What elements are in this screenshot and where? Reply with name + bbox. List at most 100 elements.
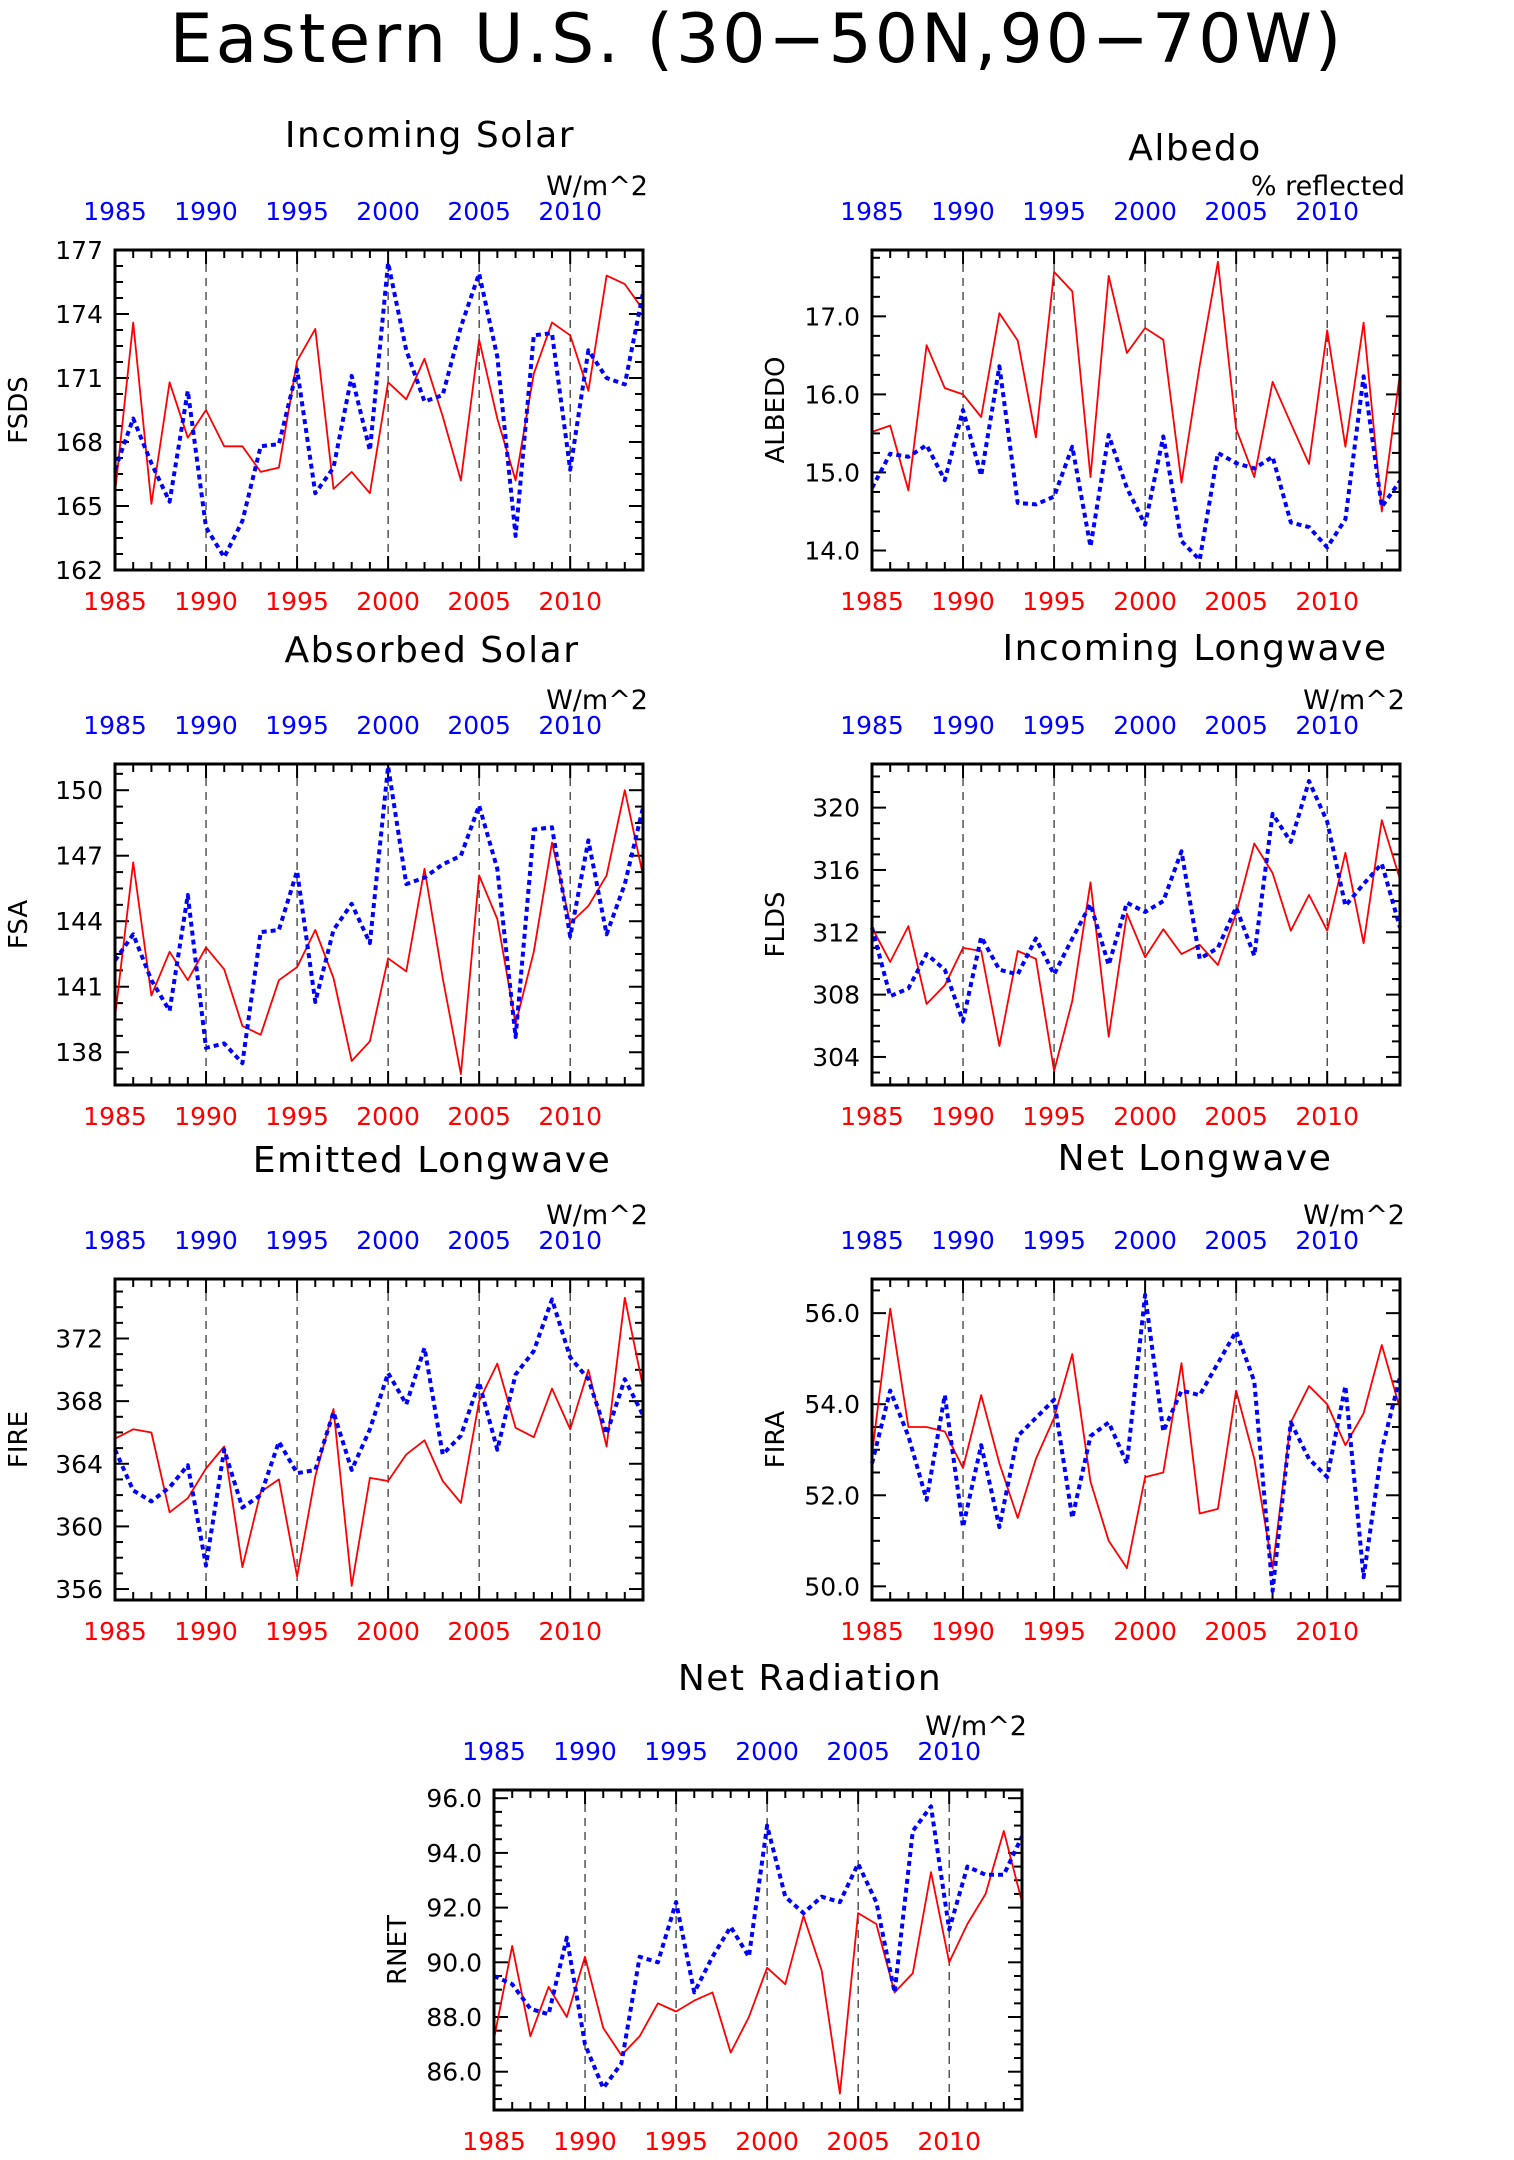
red-solid-series-line	[114, 1296, 644, 1587]
bottom-year-label: 2010	[538, 587, 602, 616]
red-solid-series-line	[871, 819, 1401, 1072]
y-tick-label: 96.0	[426, 1784, 482, 1813]
bottom-year-label: 2005	[1204, 1617, 1268, 1646]
y-tick-label: 92.0	[426, 1894, 482, 1923]
top-year-label: 2010	[1295, 1226, 1359, 1255]
top-year-label: 1995	[644, 1737, 708, 1766]
chart-fire: Emitted Longwave W/m^2 356 360 364 368 372 FIRE…	[4, 1140, 648, 1646]
top-year-label: 2005	[1204, 711, 1268, 740]
bottom-year-label: 1985	[840, 1102, 904, 1131]
y-axis-label: FLDS	[761, 892, 791, 958]
y-tick-label: 177	[55, 236, 103, 265]
top-year-label: 1995	[265, 197, 329, 226]
y-tick-label: 14.0	[804, 536, 860, 565]
blue-dashed-series-line	[113, 764, 645, 1066]
y-tick-label: 15.0	[804, 458, 860, 487]
y-tick-label: 174	[55, 300, 103, 329]
units-label: % reflected	[1251, 171, 1405, 202]
top-year-label: 2010	[538, 1226, 602, 1255]
bottom-year-label: 2010	[538, 1617, 602, 1646]
y-tick-label: 165	[55, 492, 103, 521]
chart-panels: Incoming Solar W/m^2 162 165 168 171 174 177 FSD…	[4, 115, 1405, 2156]
bottom-year-label: 1985	[83, 1102, 147, 1131]
bottom-year-label: 2005	[447, 1102, 511, 1131]
bottom-year-label: 2000	[356, 1102, 420, 1131]
y-tick-label: 320	[812, 794, 860, 823]
bottom-year-label: 2005	[1204, 587, 1268, 616]
bottom-year-label: 1990	[553, 2127, 617, 2156]
chart-title: Incoming Longwave	[1002, 628, 1387, 669]
y-tick-label: 56.0	[804, 1299, 860, 1328]
bottom-year-label: 1985	[840, 587, 904, 616]
chart-albedo: Albedo% reflected 14.0 15.0 16.0 17.0 ALBEDO 1…	[761, 128, 1405, 616]
chart-title: Absorbed Solar	[284, 630, 579, 671]
top-year-label: 1990	[553, 1737, 617, 1766]
y-tick-label: 171	[55, 364, 103, 393]
units-label: W/m^2	[546, 171, 648, 202]
bottom-year-label: 1995	[265, 1102, 329, 1131]
top-year-label: 1985	[462, 1737, 526, 1766]
top-year-label: 2010	[1295, 711, 1359, 740]
top-year-label: 1985	[83, 197, 147, 226]
bottom-year-label: 2005	[826, 2127, 890, 2156]
top-year-label: 1990	[174, 1226, 238, 1255]
blue-dashed-series-line	[113, 1297, 645, 1568]
bottom-year-label: 2000	[1113, 587, 1177, 616]
blue-dashed-series-line	[113, 260, 645, 560]
top-year-label: 2000	[1113, 1226, 1177, 1255]
y-tick-label: 356	[55, 1575, 103, 1604]
bottom-year-label: 1995	[265, 1617, 329, 1646]
bottom-year-label: 1995	[644, 2127, 708, 2156]
bottom-year-label: 2010	[1295, 587, 1359, 616]
plot-frame	[870, 248, 1402, 572]
top-year-label: 1985	[840, 197, 904, 226]
y-axis-label: RNET	[383, 1915, 413, 1985]
chart-title: Net Longwave	[1058, 1138, 1333, 1179]
bottom-year-label: 1985	[83, 1617, 147, 1646]
y-tick-label: 162	[55, 556, 103, 585]
bottom-year-label: 2005	[447, 587, 511, 616]
bottom-year-label: 1990	[931, 1102, 995, 1131]
y-tick-label: 150	[55, 776, 103, 805]
bottom-year-label: 2000	[735, 2127, 799, 2156]
chart-title: Incoming Solar	[285, 115, 575, 156]
y-tick-label: 16.0	[804, 380, 860, 409]
blue-dashed-series-line	[870, 364, 1402, 562]
y-tick-label: 90.0	[426, 1948, 482, 1977]
red-solid-series-line	[493, 1830, 1023, 2095]
chart-title: Emitted Longwave	[253, 1140, 612, 1181]
y-tick-label: 368	[55, 1387, 103, 1416]
top-year-label: 2005	[1204, 1226, 1268, 1255]
top-year-label: 1990	[931, 711, 995, 740]
bottom-year-label: 2010	[538, 1102, 602, 1131]
top-year-label: 1990	[931, 197, 995, 226]
top-year-label: 1985	[840, 1226, 904, 1255]
y-axis-label: FIRA	[761, 1411, 791, 1469]
plot-frame	[492, 1788, 1024, 2112]
bottom-year-label: 2000	[356, 587, 420, 616]
top-year-label: 2010	[538, 197, 602, 226]
top-year-label: 2010	[1295, 197, 1359, 226]
y-tick-label: 312	[812, 918, 860, 947]
top-year-label: 2005	[447, 197, 511, 226]
top-year-label: 2005	[1204, 197, 1268, 226]
chart-title: Albedo	[1128, 128, 1262, 169]
y-axis-label: FSDS	[4, 376, 34, 444]
y-tick-label: 17.0	[804, 302, 860, 331]
y-tick-label: 88.0	[426, 2003, 482, 2032]
y-tick-label: 94.0	[426, 1839, 482, 1868]
top-year-label: 2005	[447, 1226, 511, 1255]
blue-dashed-series-line	[870, 1292, 1402, 1593]
bottom-year-label: 2010	[1295, 1617, 1359, 1646]
bottom-year-label: 1995	[1022, 1617, 1086, 1646]
bottom-year-label: 2010	[917, 2127, 981, 2156]
top-year-label: 1985	[83, 711, 147, 740]
top-year-label: 1995	[265, 711, 329, 740]
blue-dashed-series-line	[493, 1804, 1024, 2091]
chart-fsa: Absorbed Solar W/m^2 138 141 144 147 150 FSA 198…	[4, 630, 648, 1131]
top-year-label: 1985	[83, 1226, 147, 1255]
top-year-label: 1995	[265, 1226, 329, 1255]
chart-rnet: Net Radiation W/m^2 86.0 88.0 90.0 92.0 94.0 96…	[383, 1658, 1027, 2156]
top-year-label: 1990	[931, 1226, 995, 1255]
y-tick-label: 360	[55, 1512, 103, 1541]
